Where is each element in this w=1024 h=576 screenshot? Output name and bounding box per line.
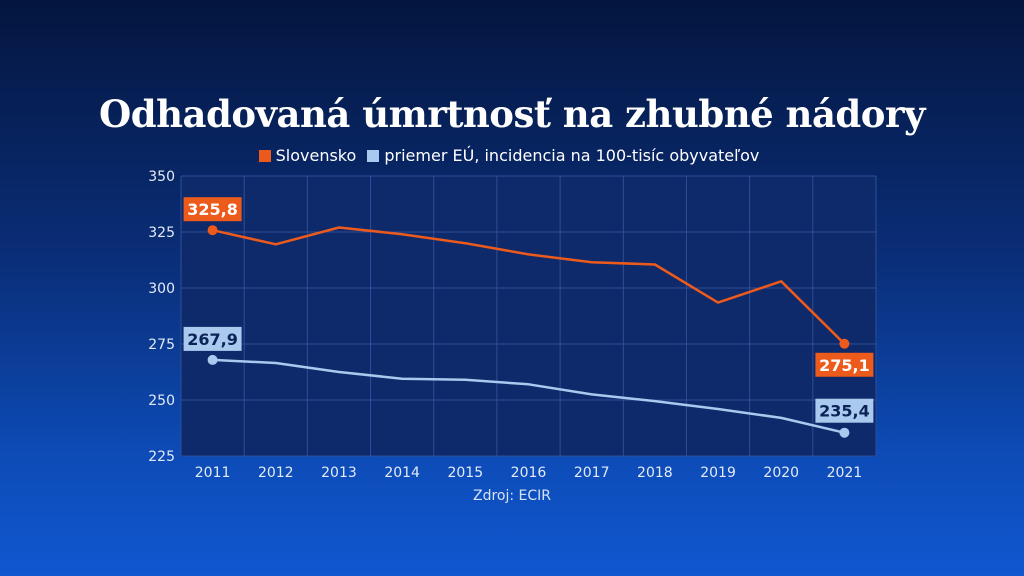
data-label-eu-2011-text: 267,9 (187, 330, 238, 349)
plot-area (181, 176, 876, 456)
point-slovensko-2021 (839, 338, 850, 349)
y-tick-label: 300 (148, 281, 175, 297)
legend: Slovensko priemer EÚ, incidencia na 100-… (0, 146, 1024, 165)
point-eu-2011 (207, 354, 218, 365)
x-tick-label: 2019 (700, 465, 736, 481)
y-tick-label: 225 (148, 449, 175, 465)
data-label-eu-2021-box (815, 398, 874, 423)
data-label-sk-2011-box (183, 197, 242, 222)
x-tick-label: 2015 (447, 465, 483, 481)
x-tick-label: 2020 (763, 465, 799, 481)
x-tick-label: 2018 (637, 465, 673, 481)
data-label-eu-2021: 235,4 (815, 398, 874, 423)
data-label-eu-2011: 267,9 (183, 326, 242, 351)
data-label-sk-2021-box (815, 352, 874, 377)
legend-swatch-slovensko (258, 150, 271, 162)
data-label-sk-2011-text: 325,8 (187, 200, 238, 219)
series-line-eu (212, 358, 845, 434)
y-tick-label: 325 (148, 225, 175, 241)
source-note: Zdroj: ECIR (472, 488, 552, 504)
x-tick-label: 2014 (384, 465, 420, 481)
point-eu-2021 (839, 427, 850, 438)
data-label-sk-2021-text: 275,1 (819, 356, 870, 375)
legend-label-slovensko: Slovensko (275, 146, 357, 165)
series-line-slovensko (212, 226, 846, 345)
data-label-eu-2011-box (183, 326, 242, 351)
chart-title: Odhadovaná úmrtnosť na zhubné nádory (99, 92, 925, 136)
legend-swatch-eu (367, 150, 380, 162)
x-tick-label: 2012 (258, 465, 294, 481)
point-slovensko-2011 (207, 225, 218, 236)
legend-item-eu: priemer EÚ, incidencia na 100-tisíc obyv… (367, 146, 759, 165)
legend-label-eu: priemer EÚ, incidencia na 100-tisíc obyv… (384, 146, 760, 165)
x-tick-label: 2011 (195, 465, 231, 481)
y-tick-label: 275 (148, 337, 175, 353)
data-label-sk-2011: 325,8 (183, 197, 242, 222)
x-tick-label: 2017 (574, 465, 610, 481)
y-tick-label: 350 (148, 169, 175, 185)
x-tick-label: 2013 (321, 465, 357, 481)
x-tick-label: 2016 (511, 465, 547, 481)
data-label-eu-2021-text: 235,4 (819, 402, 870, 421)
y-tick-label: 250 (148, 393, 175, 409)
x-tick-label: 2021 (827, 465, 863, 481)
legend-item-slovensko: Slovensko (258, 146, 357, 165)
data-label-sk-2021: 275,1 (815, 352, 874, 377)
